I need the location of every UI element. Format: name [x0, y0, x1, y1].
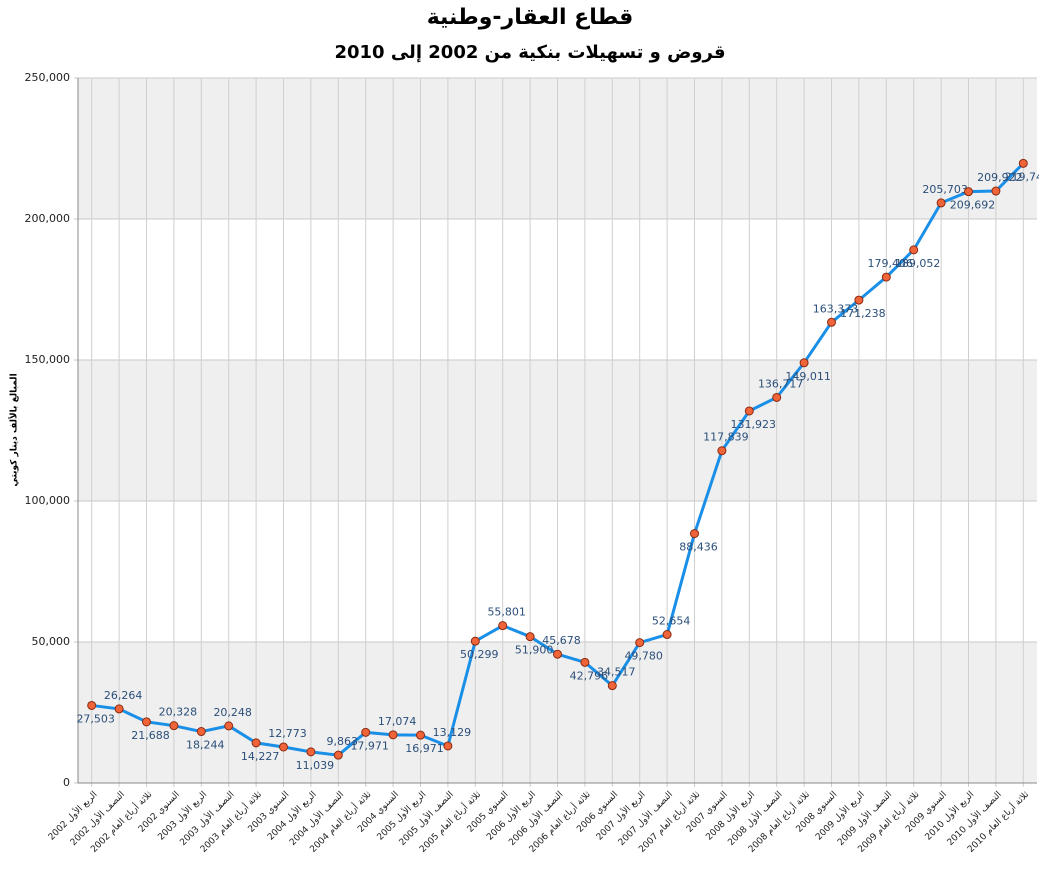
data-label: 149,011	[785, 370, 831, 383]
data-label: 17,971	[350, 739, 389, 752]
data-label: 20,328	[159, 706, 198, 719]
y-tick-label: 200,000	[25, 212, 71, 225]
data-label: 219,743	[1005, 170, 1039, 183]
data-label: 179,406	[868, 257, 914, 270]
data-point	[251, 738, 261, 748]
data-point	[635, 638, 645, 648]
data-point	[333, 750, 343, 760]
data-label: 18,244	[186, 739, 225, 752]
data-label: 49,780	[624, 650, 663, 663]
data-label: 13,129	[433, 726, 472, 739]
data-label: 205,703	[922, 183, 968, 196]
data-label: 117,839	[703, 431, 749, 444]
y-axis-label: المبالغ بالألف دينار كويتي	[8, 373, 20, 486]
data-label: 88,436	[679, 541, 718, 554]
data-point	[607, 681, 617, 691]
data-label: 16,971	[405, 742, 444, 755]
data-point	[169, 721, 179, 731]
data-label: 50,299	[460, 648, 499, 661]
data-label: 51,900	[515, 644, 554, 657]
y-tick-label: 150,000	[25, 353, 71, 366]
data-point	[854, 295, 864, 305]
data-label: 131,923	[731, 418, 777, 431]
data-point	[525, 632, 535, 642]
chart-title: قطاع العقار-وطنية	[427, 5, 634, 30]
data-point	[196, 727, 206, 737]
data-point	[142, 717, 151, 727]
data-point	[580, 657, 590, 667]
data-point	[717, 446, 727, 456]
data-label: 42,796	[570, 669, 609, 682]
data-label: 171,238	[840, 307, 886, 320]
data-label: 11,039	[296, 759, 335, 772]
chart-subtitle: قروض و تسهيلات بنكية من 2002 إلى 2010	[334, 42, 725, 63]
x-tick-label: الربع الأول 2002	[45, 788, 99, 842]
data-point	[416, 730, 425, 740]
data-point	[553, 649, 562, 659]
data-point	[936, 198, 946, 208]
data-label: 55,801	[487, 606, 526, 619]
data-label: 136,717	[758, 377, 804, 390]
data-point	[1018, 158, 1028, 168]
data-point	[87, 700, 97, 710]
data-label: 163,373	[813, 302, 859, 315]
data-point	[443, 741, 453, 751]
y-tick-label: 50,000	[32, 635, 71, 648]
data-point	[909, 245, 919, 255]
y-tick-label: 100,000	[25, 494, 71, 507]
data-point	[662, 630, 672, 640]
data-label: 189,052	[895, 257, 941, 270]
data-point	[361, 727, 371, 737]
data-point	[772, 392, 782, 402]
data-label: 45,678	[542, 634, 581, 647]
y-tick-label: 250,000	[25, 71, 71, 84]
data-label: 27,503	[76, 712, 115, 725]
data-point	[964, 187, 973, 197]
data-label: 20,248	[213, 706, 252, 719]
data-point	[690, 529, 699, 539]
data-label: 52,654	[652, 615, 691, 628]
data-point	[799, 358, 809, 368]
data-point	[744, 406, 754, 416]
data-point	[306, 747, 316, 757]
data-label: 12,773	[268, 727, 307, 740]
data-label: 26,264	[104, 689, 143, 702]
data-point	[881, 272, 891, 282]
data-point	[114, 704, 124, 714]
y-tick-label: 0	[63, 776, 70, 789]
data-point	[470, 636, 480, 646]
data-point	[388, 730, 398, 740]
data-label: 14,227	[241, 750, 280, 763]
data-point	[827, 317, 836, 327]
data-point	[224, 721, 234, 731]
data-label: 209,692	[950, 199, 996, 212]
data-point	[279, 742, 288, 752]
data-point	[498, 621, 508, 631]
data-label: 209,922	[977, 171, 1023, 184]
data-label: 9,863	[327, 735, 359, 748]
data-label: 21,688	[131, 729, 170, 742]
data-point	[991, 186, 1001, 196]
data-label: 17,074	[378, 715, 417, 728]
data-label: 34,517	[597, 666, 636, 679]
